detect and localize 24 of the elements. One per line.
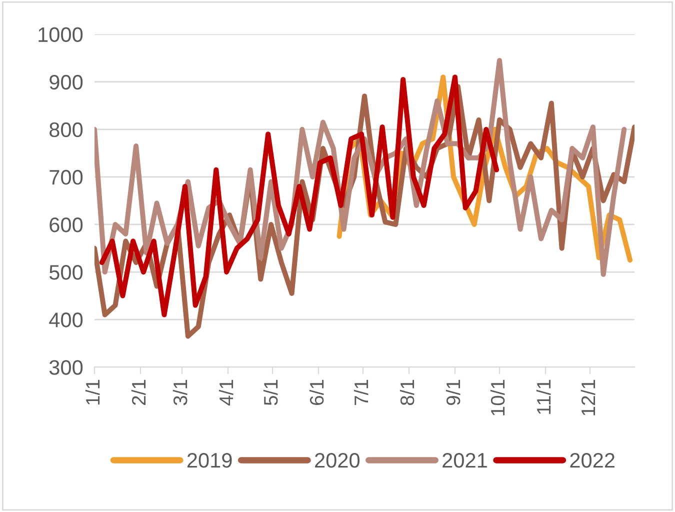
x-tick-label: 6/1 (309, 380, 324, 405)
x-tick-label: 7/1 (354, 380, 368, 405)
x-tick-label: 11/1 (536, 380, 551, 414)
legend-label: 2019 (187, 452, 232, 468)
x-tick-label: 1/1 (85, 380, 100, 404)
legend-label: 2022 (570, 452, 614, 468)
y-tick-label: 500 (49, 265, 83, 280)
y-tick-label: 800 (50, 122, 83, 138)
legend-label: 2020 (315, 452, 360, 468)
y-tick-label: 700 (50, 170, 83, 185)
x-tick-label: 12/1 (580, 380, 596, 416)
x-tick-label: 2/1 (131, 380, 146, 405)
x-tick-label: 8/1 (400, 380, 414, 406)
y-tick-label: 900 (50, 74, 83, 90)
x-tick-label: 4/1 (218, 380, 234, 406)
x-tick-label: 5/1 (263, 380, 278, 406)
x-tick-label: 9/1 (446, 380, 460, 406)
y-tick-label: 600 (50, 217, 83, 232)
legend-label: 2021 (442, 452, 487, 468)
y-tick-label: 300 (49, 360, 83, 375)
x-tick-label: 10/1 (490, 380, 505, 416)
x-tick-label: 3/1 (172, 380, 188, 406)
y-tick-label: 1000 (38, 27, 83, 42)
y-tick-label: 400 (49, 312, 83, 328)
